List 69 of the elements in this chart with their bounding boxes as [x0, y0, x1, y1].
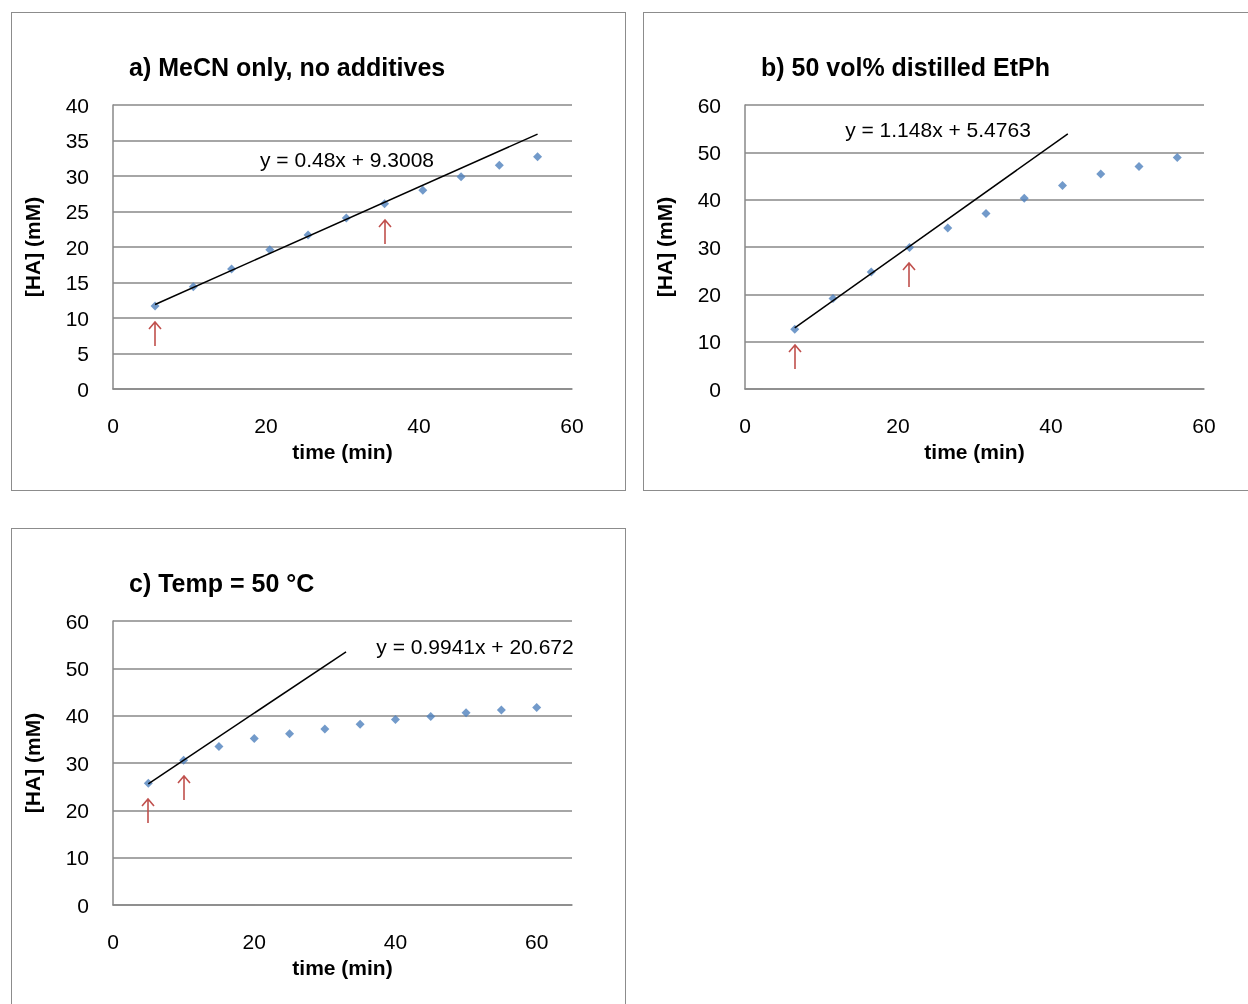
chart-title: c) Temp = 50 °C [129, 568, 315, 597]
y-tick-label: 30 [65, 164, 89, 188]
point [790, 324, 800, 334]
y-tick-label: 50 [697, 140, 721, 164]
y-tick-label: 10 [65, 306, 89, 330]
point [1096, 169, 1106, 179]
point [461, 708, 471, 718]
y-tick-label: 10 [697, 330, 721, 354]
y-tick-label: 40 [65, 93, 89, 117]
y-tick-label: 15 [65, 271, 89, 294]
y-tick-label: 60 [697, 93, 721, 117]
y-tick-label: 60 [65, 609, 89, 633]
point [418, 185, 428, 195]
y-tick-label: 0 [77, 377, 89, 401]
point [456, 172, 466, 182]
point [1019, 193, 1029, 203]
point [496, 705, 506, 715]
y-tick-label: 35 [65, 129, 89, 152]
point [943, 223, 953, 233]
x-axis-title: time (min) [292, 955, 393, 979]
x-tick-label: 20 [254, 414, 278, 437]
y-tick-label: 20 [697, 282, 721, 306]
point [981, 208, 991, 218]
point [285, 729, 295, 739]
x-tick-label: 0 [107, 930, 119, 953]
x-tick-label: 40 [407, 414, 431, 437]
y-axis-title: [HA] (mM) [653, 196, 676, 298]
point [390, 714, 400, 724]
annotation: y = 0.48x + 9.3008 [260, 147, 434, 171]
y-tick-label: 0 [709, 377, 721, 401]
annotation: y = 0.9941x + 20.672 [376, 634, 574, 658]
y-tick-label: 40 [65, 704, 89, 728]
chart-title: a) MeCN only, no additives [129, 52, 446, 81]
x-tick-label: 60 [525, 930, 549, 953]
x-tick-label: 20 [886, 414, 910, 437]
point [426, 712, 436, 722]
point [1172, 153, 1182, 163]
x-tick-label: 0 [107, 414, 119, 437]
y-tick-label: 0 [77, 893, 89, 917]
y-tick-label: 20 [65, 235, 89, 259]
x-tick-label: 0 [739, 414, 751, 437]
x-axis-title: time (min) [924, 439, 1025, 463]
point [355, 719, 365, 729]
y-tick-label: 30 [697, 235, 721, 259]
y-tick-label: 30 [65, 751, 89, 775]
point [1057, 180, 1067, 190]
point [320, 724, 330, 734]
point [214, 741, 224, 751]
point [494, 160, 504, 170]
point [532, 703, 542, 713]
point [1134, 162, 1144, 172]
y-tick-label: 20 [65, 798, 89, 822]
annotation: y = 1.148x + 5.4763 [845, 117, 1031, 141]
y-tick-label: 10 [65, 846, 89, 870]
y-axis-title: [HA] (mM) [21, 196, 44, 298]
y-tick-label: 25 [65, 200, 89, 223]
y-tick-label: 5 [77, 342, 89, 365]
point [249, 733, 259, 743]
y-tick-label: 50 [65, 656, 89, 680]
x-tick-label: 40 [383, 930, 408, 953]
x-tick-label: 40 [1039, 414, 1063, 437]
point [533, 152, 543, 162]
x-axis-title: time (min) [292, 439, 393, 463]
x-tick-label: 60 [1192, 414, 1216, 437]
y-axis-title: [HA] (mM) [21, 712, 44, 814]
x-tick-label: 60 [560, 414, 584, 437]
x-tick-label: 20 [242, 930, 266, 953]
y-tick-label: 40 [697, 188, 721, 212]
chart-title: b) 50 vol% distilled EtPh [761, 52, 1050, 81]
